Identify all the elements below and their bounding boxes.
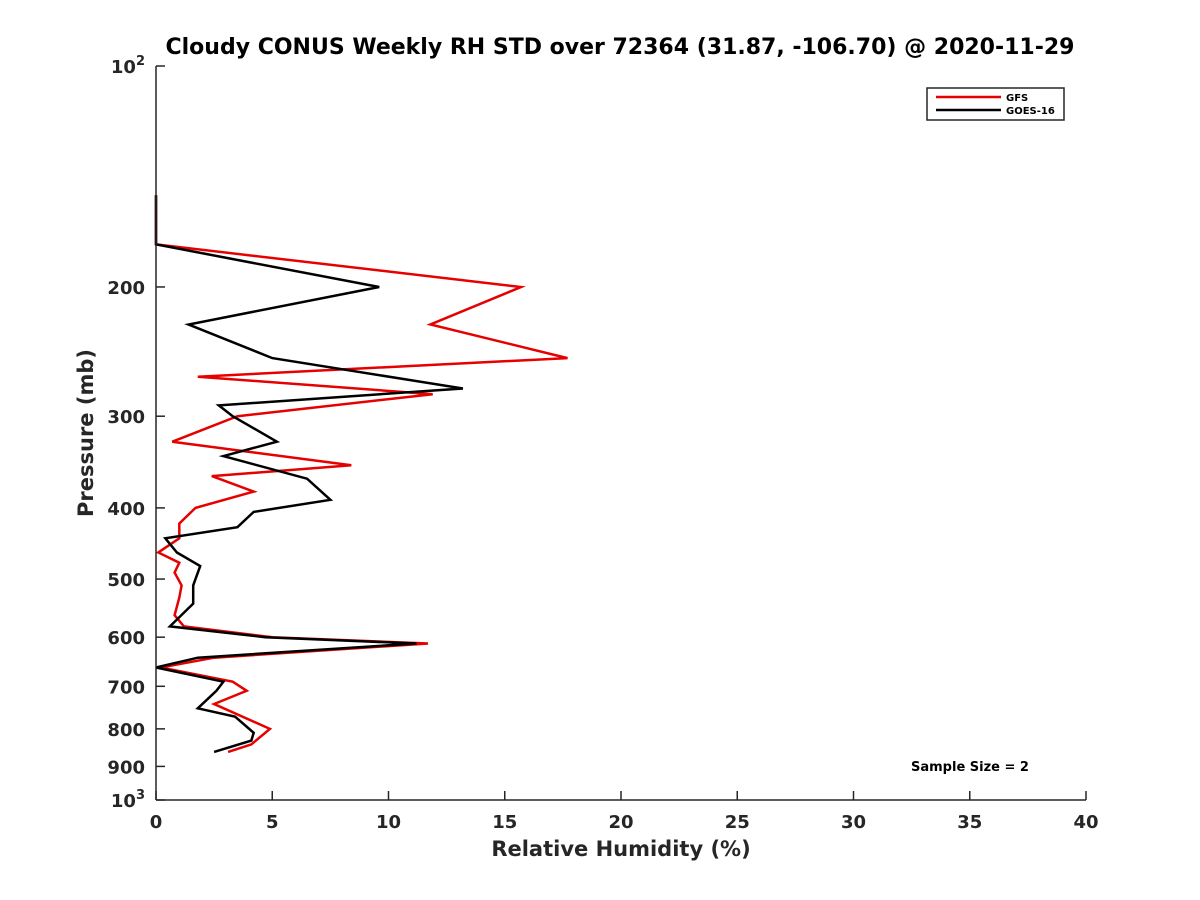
y-tick-label: 500 — [107, 570, 145, 591]
x-tick-label: 5 — [266, 812, 279, 833]
y-tick-label: 300 — [107, 407, 145, 428]
x-tick-label: 25 — [725, 812, 750, 833]
y-tick-label: 200 — [107, 278, 145, 299]
y-tick-label: 103 — [111, 788, 145, 812]
series-layer — [154, 195, 568, 754]
x-tick-label: 40 — [1073, 812, 1098, 833]
y-tick-label: 700 — [107, 677, 145, 698]
chart-title: Cloudy CONUS Weekly RH STD over 72364 (3… — [166, 35, 1075, 60]
x-tick-label: 15 — [492, 812, 517, 833]
legend-label-goes16: GOES-16 — [1006, 106, 1055, 117]
y-ticks: 102 200 300 400 500 600 700 800 900 103 — [107, 54, 165, 812]
series-line-goes16 — [154, 195, 464, 754]
legend: GFS GOES-16 — [926, 87, 1065, 121]
sample-size-note: Sample Size = 2 — [911, 760, 1029, 775]
legend-label-gfs: GFS — [1006, 93, 1028, 104]
x-ticks: 0 5 10 15 20 25 30 35 40 — [150, 791, 1099, 833]
x-tick-label: 35 — [957, 812, 982, 833]
x-tick-label: 20 — [608, 812, 633, 833]
y-tick-label: 102 — [111, 54, 145, 78]
x-tick-label: 30 — [841, 812, 866, 833]
legend-box — [926, 87, 1065, 121]
y-tick-label: 600 — [107, 628, 145, 649]
y-tick-label: 800 — [107, 720, 145, 741]
y-tick-label: 900 — [107, 757, 145, 778]
series-line-gfs — [154, 195, 568, 754]
x-tick-label: 10 — [376, 812, 401, 833]
y-tick-label: 400 — [107, 499, 145, 520]
x-tick-label: 0 — [150, 812, 163, 833]
y-axis-label: Pressure (mb) — [74, 349, 98, 517]
x-axis-label: Relative Humidity (%) — [491, 837, 750, 861]
